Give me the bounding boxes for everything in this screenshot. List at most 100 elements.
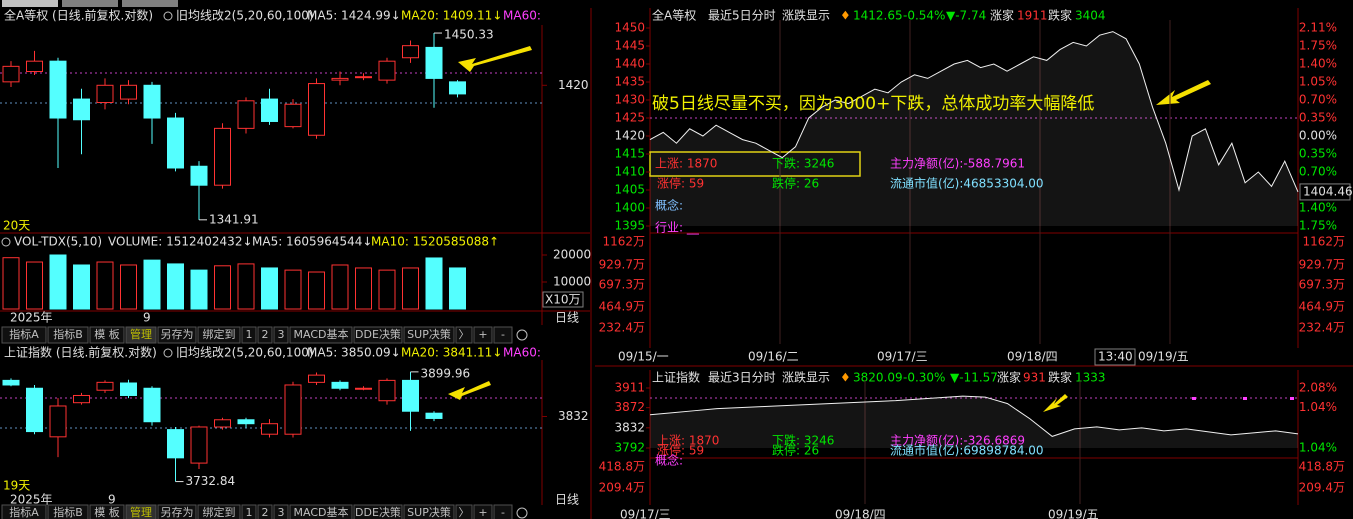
toolbar-button[interactable] [403,504,455,519]
percent-label: 0.70% [1299,165,1337,179]
percent-label: 2.08% [1299,381,1337,395]
toolbar-button[interactable] [157,504,197,519]
toolbar-label: 指标A [9,327,39,341]
info-text: 涨停: 59 [657,443,704,458]
info-text: 跌停: 26 [772,443,819,458]
ma-label: MA10: 1520585088↑ [371,235,499,249]
toolbar-button[interactable] [125,326,157,344]
toolbar-button[interactable] [473,326,493,344]
volume-bar [26,261,43,310]
toolbar-button[interactable] [1,326,47,344]
toolbar-label: MACD基本 [294,327,349,341]
toolbar-label: MACD基本 [294,505,349,519]
toolbar-button[interactable] [273,504,289,519]
header-text: 3820.09 [853,371,903,385]
toolbar-button[interactable] [241,326,257,344]
toolbar-button[interactable] [197,326,241,344]
chart-header: 上证指数 (日线.前复权.对数) [4,345,157,360]
toolbar-button[interactable] [89,326,125,344]
volume-label: VOLUME: 1512402432↓ [108,235,253,249]
volume-bar [449,267,466,310]
toolbar-button[interactable] [47,504,89,519]
toolbar-button[interactable] [197,504,241,519]
volume-bar [214,265,231,310]
y-tick-label: 1435 [614,75,645,89]
percent-label: 1.05% [1299,75,1337,89]
y-tick-label: 1410 [614,165,645,179]
toolbar-label: 1 [246,328,253,341]
highlight-box [649,151,861,177]
candle-body [284,384,302,435]
toolbar-button[interactable] [273,326,289,344]
volume-bar [378,269,396,310]
candle-body [96,381,114,391]
tab-stub[interactable] [122,0,178,7]
percent-label: 1.75% [1299,219,1337,233]
candle-body [49,405,67,438]
header-text: 涨家 [990,8,1014,23]
toolbar-button[interactable] [241,504,257,519]
toolbar-label: 〉 [459,328,470,341]
toolbar-button[interactable] [455,326,473,344]
toolbar-label: DDE决策 [355,327,401,341]
toolbar-button[interactable] [473,504,493,519]
low-label: 1341.91 [209,212,259,226]
toolbar-button[interactable] [257,504,273,519]
marker [1192,397,1196,400]
volume-bar [425,257,443,310]
candle-body [378,379,396,402]
price-area [650,31,1298,226]
toolbar-button[interactable] [125,504,157,519]
candle-body [261,423,278,435]
x-label: 9 [143,311,151,325]
tab-stub[interactable] [2,0,58,7]
toolbar-label: 〉 [459,506,470,519]
toolbar-button[interactable] [257,326,273,344]
candle-body [402,45,419,59]
header-text: 上证指数 [652,370,700,385]
toolbar-button[interactable] [289,326,353,344]
x-label: 2025年 [10,493,53,507]
arrow [448,381,491,400]
candle-body [73,98,90,121]
toolbar-button[interactable] [89,504,125,519]
toolbar-label: 3 [278,506,285,519]
y-tick-label: 3832 [614,420,645,434]
last-price-box [1299,183,1351,201]
toolbar-button[interactable] [455,504,473,519]
volume-tick-label: 209.4万 [599,481,645,495]
toolbar-label: 模 板 [94,505,120,519]
toolbar-button[interactable] [289,504,353,519]
settings-icon[interactable] [516,507,528,519]
toolbar-button[interactable] [493,326,513,344]
candle-body [355,76,372,79]
toolbar-button[interactable] [47,326,89,344]
price-line [649,395,1299,437]
candle-body [378,60,396,81]
tab-stub[interactable] [62,0,118,7]
toolbar-button[interactable] [353,326,403,344]
info-text: 流通市值(亿):69898784.00 [890,443,1044,458]
candle-body [49,60,67,119]
arrow [1043,394,1068,412]
y-tick-label: 3872 [614,400,645,414]
percent-label: 1.75% [1299,39,1337,53]
toolbar-button[interactable] [403,326,455,344]
toolbar-button[interactable] [1,504,47,519]
volume-bar [308,271,325,310]
candle-body [261,98,278,122]
toolbar-button[interactable] [493,504,513,519]
volume-bar [120,264,137,310]
toolbar-label: - [501,506,505,519]
settings-icon[interactable] [516,329,528,341]
header-text: 最近5日分时 [708,9,776,23]
info-text: 概念: [655,453,683,468]
header-text: -0.30% [903,371,945,385]
toolbar-button[interactable] [157,326,197,344]
indicator-name: 旧均线改2(5,20,60,100) [176,346,314,360]
volume-tick-label: 418.8万 [1299,460,1345,474]
toolbar-label: 1 [246,506,253,519]
toolbar-button[interactable] [353,504,403,519]
y-tick-label: 1420 [558,78,589,92]
